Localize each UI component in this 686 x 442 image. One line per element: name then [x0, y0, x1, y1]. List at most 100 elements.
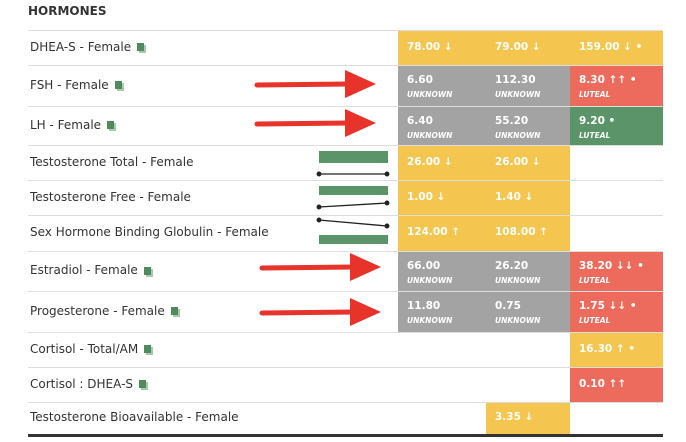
table-row: Estradiol - Female 66.00 UNKNOWN 26.20 UNKNO… [28, 251, 663, 291]
result-value: 9.20 • [579, 115, 616, 127]
result-phase: UNKNOWN [495, 90, 541, 99]
copy-icon[interactable] [139, 380, 147, 388]
table-row: Sex Hormone Binding Globulin - Female 124… [28, 215, 663, 251]
result-cell: 1.00 ↓ [398, 181, 486, 215]
row-name-text: Cortisol : DHEA-S [30, 376, 134, 391]
result-cell: 6.40 UNKNOWN [398, 107, 486, 145]
table-row: Testosterone Free - Female 1.00 ↓ 1.40 ↓ [28, 180, 663, 215]
result-cell: 26.00 ↓ [398, 146, 486, 180]
result-value: 3.35 ↓ [495, 411, 534, 423]
result-cell: 26.00 ↓ [486, 146, 570, 180]
result-cell: 159.00 ↓ • [570, 31, 663, 65]
row-name: LH - Female [30, 117, 115, 132]
row-name: Testosterone Free - Female [30, 190, 191, 204]
row-name: Cortisol : DHEA-S [30, 376, 147, 391]
result-phase: UNKNOWN [407, 316, 453, 325]
result-cell: 9.20 • LUTEAL [570, 107, 663, 145]
result-cell: 3.35 ↓ [486, 403, 570, 434]
section-title: HORMONES [28, 4, 107, 18]
row-name: Cortisol - Total/AM [30, 341, 152, 356]
result-value: 78.00 ↓ [407, 40, 453, 53]
result-cell: 66.00 UNKNOWN [398, 252, 486, 291]
result-value: 26.20 [495, 260, 529, 272]
result-value: 66.00 [407, 260, 441, 272]
result-value: 159.00 ↓ • [579, 40, 643, 53]
copy-icon[interactable] [114, 81, 122, 89]
result-cell: 11.80 UNKNOWN [398, 292, 486, 332]
row-name: Testosterone Bioavailable - Female [30, 410, 239, 424]
row-name-text: Progesterone - Female [30, 303, 165, 318]
table-row: DHEA-S - Female 78.00 ↓ 79.00 ↓ 159.00 ↓ • [28, 30, 663, 65]
table-bottom-border [28, 434, 663, 437]
result-value: 1.40 ↓ [495, 190, 534, 203]
table-row: Cortisol : DHEA-S 0.10 ↑↑ [28, 367, 663, 402]
result-cell: 6.60 UNKNOWN [398, 66, 486, 106]
row-name-text: Sex Hormone Binding Globulin - Female [30, 225, 269, 239]
row-name: Testosterone Total - Female [30, 155, 194, 169]
copy-icon[interactable] [170, 307, 178, 315]
result-value: 55.20 [495, 115, 529, 127]
result-value: 112.30 [495, 74, 536, 86]
row-name-text: LH - Female [30, 117, 102, 132]
table-row: FSH - Female 6.60 UNKNOWN 112.30 UNKNOWN 8.30… [28, 65, 663, 106]
result-value: 26.00 ↓ [407, 155, 453, 168]
result-cell: 78.00 ↓ [398, 31, 486, 65]
copy-icon[interactable] [144, 345, 152, 353]
row-name: Progesterone - Female [30, 304, 178, 318]
result-cell: 112.30 UNKNOWN [486, 66, 570, 106]
result-value: 16.30 ↑ • [579, 342, 636, 355]
copy-icon[interactable] [107, 121, 115, 129]
result-phase: LUTEAL [579, 316, 611, 325]
result-phase: LUTEAL [579, 276, 611, 285]
result-cell: 0.75 UNKNOWN [486, 292, 570, 332]
result-value: 1.75 ↓↓ • [579, 300, 637, 312]
annotation-arrows [254, 70, 381, 326]
result-phase: UNKNOWN [495, 131, 541, 140]
result-value: 108.00 ↑ [495, 226, 548, 238]
result-value: 6.60 [407, 74, 433, 86]
result-cell: 0.10 ↑↑ [570, 368, 663, 402]
result-phase: LUTEAL [579, 90, 611, 99]
row-name-text: Testosterone Total - Female [30, 154, 194, 169]
row-name: Estradiol - Female [30, 263, 151, 277]
result-phase: UNKNOWN [407, 90, 453, 99]
result-phase: LUTEAL [579, 131, 611, 140]
result-cell: 38.20 ↓↓ • LUTEAL [570, 252, 663, 291]
result-value: 38.20 ↓↓ • [579, 260, 644, 272]
table-row: Testosterone Total - Female 26.00 ↓ 26.00 … [28, 145, 663, 180]
sparklines [316, 151, 390, 244]
result-phase: UNKNOWN [495, 276, 541, 285]
copy-icon[interactable] [143, 266, 151, 275]
result-value: 8.30 ↑↑ • [579, 74, 637, 86]
table-row: Progesterone - Female 11.80 UNKNOWN 0.75 UNK… [28, 291, 663, 332]
result-cell: 55.20 UNKNOWN [486, 107, 570, 145]
result-value: 0.75 [495, 300, 521, 312]
result-cell: 1.75 ↓↓ • LUTEAL [570, 292, 663, 332]
result-cell: 16.30 ↑ • [570, 333, 663, 367]
row-name: FSH - Female [30, 78, 122, 92]
result-phase: UNKNOWN [407, 131, 453, 140]
table-row: LH - Female 6.40 UNKNOWN 55.20 UNKNOWN 9.20 •… [28, 106, 663, 145]
row-name-text: DHEA-S - Female [30, 39, 132, 54]
row-name-text: Testosterone Bioavailable - Female [30, 410, 239, 424]
result-value: 26.00 ↓ [495, 155, 541, 168]
result-cell: 8.30 ↑↑ • LUTEAL [570, 66, 663, 106]
result-value: 11.80 [407, 300, 441, 312]
result-cell: 124.00 ↑ [398, 216, 486, 251]
result-value: 6.40 [407, 115, 433, 127]
table-row: Cortisol - Total/AM 16.30 ↑ • [28, 332, 663, 367]
result-cell: 79.00 ↓ [486, 31, 570, 65]
copy-icon[interactable] [137, 43, 145, 51]
row-name-text: Testosterone Free - Female [30, 189, 191, 204]
result-phase: UNKNOWN [495, 316, 541, 325]
result-value: 79.00 ↓ [495, 40, 541, 53]
row-name: DHEA-S - Female [30, 39, 145, 54]
table-row: Testosterone Bioavailable - Female 3.35 ↓ [28, 402, 663, 434]
row-name-text: Cortisol - Total/AM [30, 341, 139, 356]
result-phase: UNKNOWN [407, 276, 453, 285]
result-cell: 1.40 ↓ [486, 181, 570, 215]
row-name-text: FSH - Female [30, 77, 109, 92]
result-cell: 26.20 UNKNOWN [486, 252, 570, 291]
result-cell: 108.00 ↑ [486, 216, 570, 251]
